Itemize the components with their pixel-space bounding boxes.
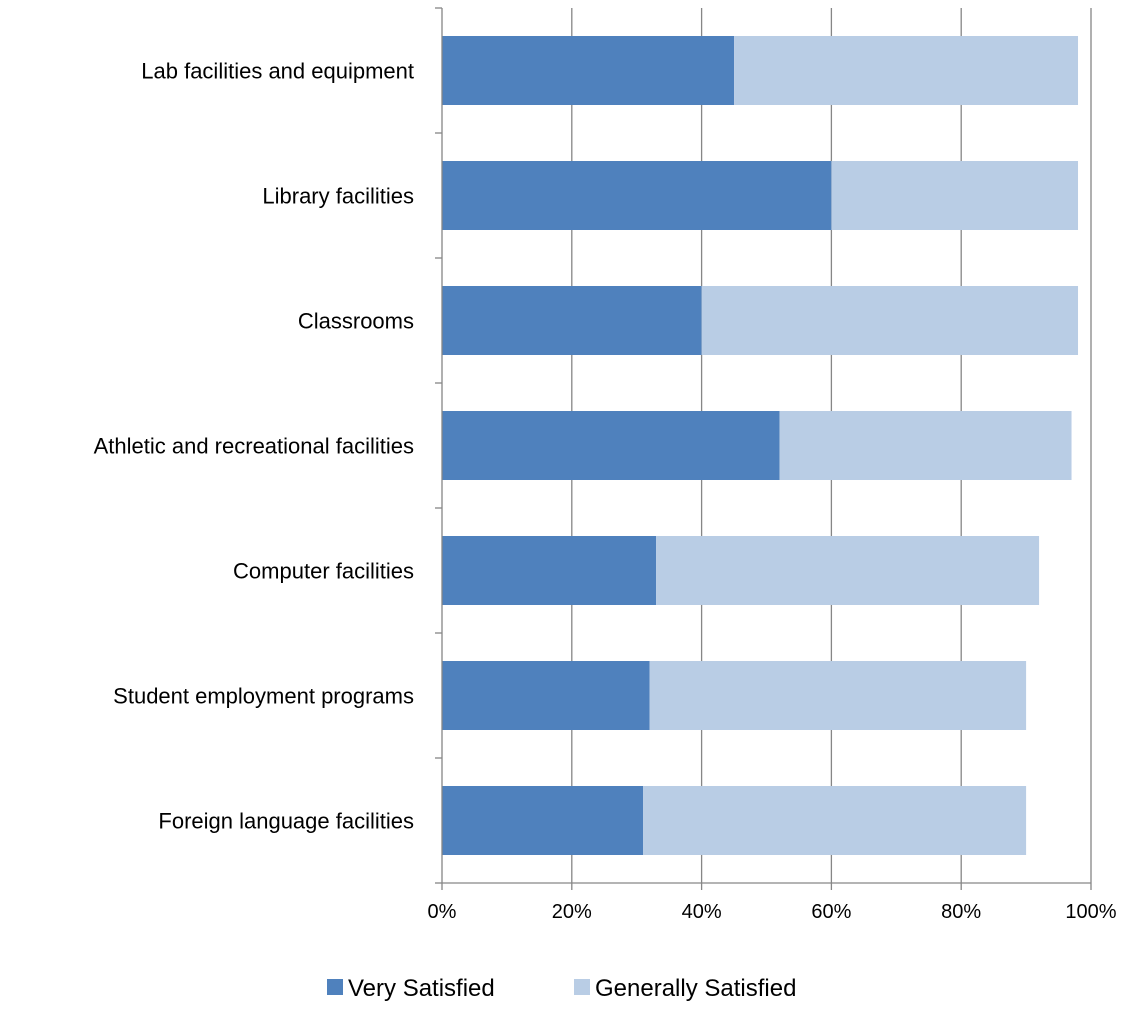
category-labels: Lab facilities and equipment Library faci… (94, 59, 414, 834)
bar-very-satisfied (442, 661, 650, 730)
x-tick-label: 40% (682, 901, 722, 923)
legend-label-very-satisfied[interactable]: Very Satisfied (348, 975, 495, 1002)
bar-generally-satisfied (779, 411, 1072, 480)
x-tick-label: 60% (811, 901, 851, 923)
bar-generally-satisfied (656, 536, 1040, 605)
x-tick-label: 20% (552, 901, 592, 923)
legend-swatch-very-satisfied (327, 979, 343, 995)
category-label: Foreign language facilities (158, 809, 414, 834)
bar-generally-satisfied (734, 36, 1079, 105)
category-label: Student employment programs (113, 684, 414, 709)
x-tick-label: 80% (941, 901, 981, 923)
category-label: Athletic and recreational facilities (94, 434, 414, 459)
x-tick-label: 100% (1065, 901, 1116, 923)
bar-generally-satisfied (643, 786, 1027, 855)
category-label: Library facilities (262, 184, 414, 209)
legend-label-generally-satisfied[interactable]: Generally Satisfied (595, 975, 796, 1002)
category-label: Lab facilities and equipment (141, 59, 414, 84)
bar-very-satisfied (442, 36, 735, 105)
bar-generally-satisfied (649, 661, 1027, 730)
bar-very-satisfied (442, 286, 702, 355)
legend[interactable]: Very Satisfied Generally Satisfied (327, 975, 796, 1002)
bar-generally-satisfied (701, 286, 1079, 355)
bars (442, 36, 1079, 855)
axes (435, 7, 1092, 890)
bar-very-satisfied (442, 786, 644, 855)
bar-very-satisfied (442, 161, 832, 230)
category-label: Classrooms (298, 309, 414, 334)
x-tick-labels: 0% 20% 40% 60% 80% 100% (428, 901, 1117, 923)
x-tick-label: 0% (428, 901, 457, 923)
bar-generally-satisfied (831, 161, 1079, 230)
bar-very-satisfied (442, 411, 780, 480)
bar-very-satisfied (442, 536, 657, 605)
legend-swatch-generally-satisfied (574, 979, 590, 995)
category-label: Computer facilities (233, 559, 414, 584)
